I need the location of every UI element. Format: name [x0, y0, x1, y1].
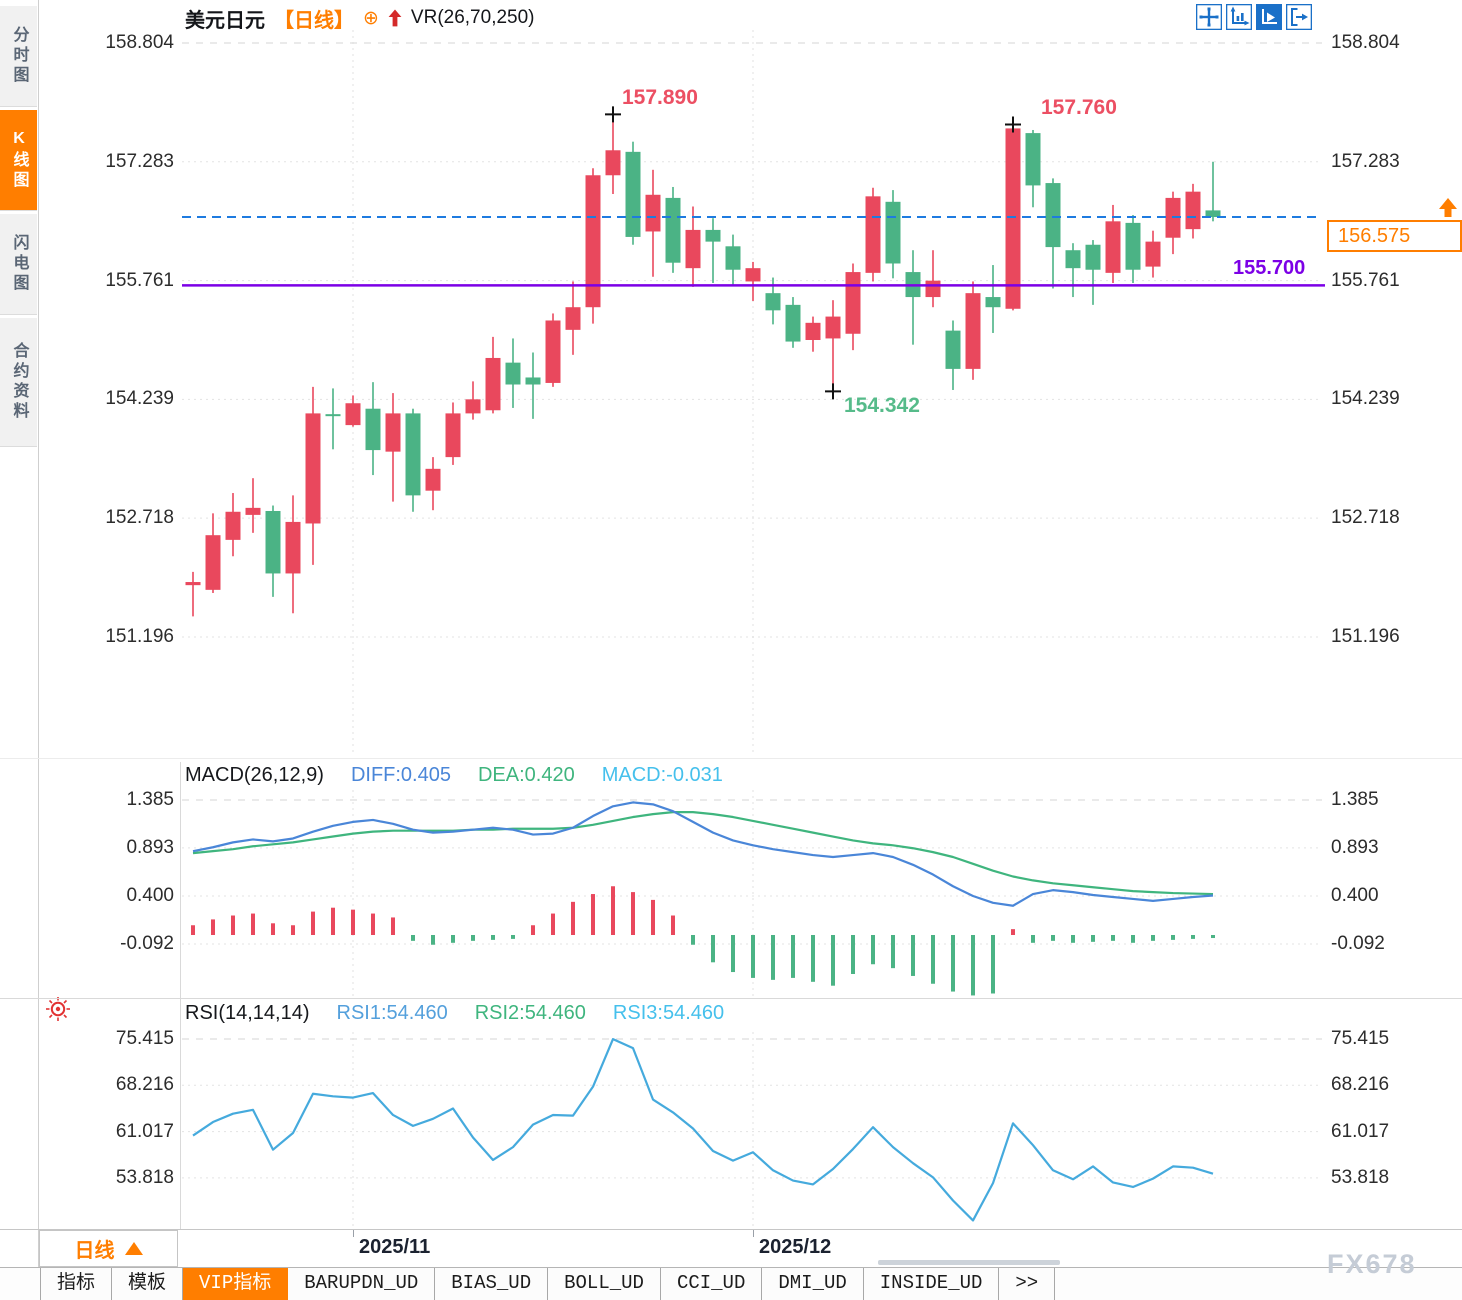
bottom-tab-5[interactable]: BIAS_UD	[435, 1268, 549, 1300]
price-axis-label-left: 53.818	[115, 1166, 174, 1188]
bottom-tab-4[interactable]: BARUPDN_UD	[288, 1268, 436, 1300]
rsi3-value: RSI3:54.460	[612, 1002, 725, 1024]
red-up-arrow-icon	[388, 9, 402, 27]
chart-toolbar	[1196, 4, 1312, 30]
rsi-header: RSI(14,14,14) RSI1:54.460 RSI2:54.460 RS…	[185, 1002, 724, 1025]
bottom-tab-2[interactable]: 模板	[112, 1268, 184, 1300]
bottom-tab-1[interactable]: 指标	[40, 1268, 113, 1300]
rsi1-value: RSI1:54.460	[336, 1002, 448, 1024]
price-axis-label-right: 0.893	[1331, 836, 1379, 858]
axis-play-icon[interactable]	[1256, 4, 1282, 30]
price-axis-label-right: 53.818	[1331, 1166, 1390, 1188]
pan-crosshair-icon[interactable]	[1196, 4, 1222, 30]
symbol-title: 美元日元	[185, 9, 265, 32]
circle-plus-icon[interactable]: ⊕	[363, 7, 379, 29]
sidebar-border	[38, 1230, 39, 1300]
price-axis-label-left: 154.239	[105, 388, 174, 410]
price-axis-label-right: 151.196	[1331, 626, 1400, 647]
low-annotation: 154.342	[844, 394, 920, 417]
price-axis-label-left: 151.196	[105, 626, 174, 647]
panel-separator	[0, 758, 1462, 759]
sun-marker-icon[interactable]	[44, 995, 72, 1023]
price-axis-label-left: 68.216	[115, 1074, 174, 1096]
price-axis-label-right: 0.400	[1331, 885, 1379, 906]
price-axis-label-left: 155.761	[105, 269, 174, 291]
price-axis-label-right: 68.216	[1331, 1074, 1390, 1096]
price-axis-label-right: 155.761	[1331, 269, 1400, 291]
date-axis-label: 2025/11	[359, 1236, 431, 1258]
high-annotation-1: 157.890	[622, 86, 698, 109]
chart-header: 美元日元 【日线】 ⊕ VR(26,70,250)	[185, 4, 535, 32]
price-axis-label-right: 157.283	[1331, 150, 1400, 172]
triangle-up-icon	[124, 1242, 143, 1255]
price-axis-label-right: 158.804	[1331, 32, 1400, 53]
sidebar-tab-3[interactable]: 闪电图	[0, 214, 37, 315]
price-axis-label-right: 154.239	[1331, 388, 1400, 410]
panel-separator	[0, 998, 1462, 999]
indicator-tabbar: 指标 模板 VIP指标 BARUPDN_UD BIAS_UD BOLL_UD CCI_UD D…	[0, 1267, 1462, 1300]
rsi2-value: RSI2:54.460	[474, 1002, 586, 1024]
horizontal-scrollbar-thumb[interactable]	[878, 1260, 1060, 1265]
indicator-label: VR(26,70,250)	[410, 7, 535, 28]
bottom-tab-9[interactable]: INSIDE_UD	[863, 1268, 1000, 1300]
exit-chart-icon[interactable]	[1286, 4, 1312, 30]
macd-header: MACD(26,12,9) DIFF:0.405 DEA:0.420 MACD:…	[185, 764, 723, 787]
date-axis-tick	[753, 1230, 754, 1237]
rsi-title: RSI(14,14,14)	[185, 1002, 310, 1024]
price-axis-label-left: 158.804	[105, 32, 174, 53]
price-axis-label-left: 75.415	[115, 1028, 174, 1049]
macd-dea-value: DEA:0.420	[477, 764, 575, 786]
price-axis-label-right: 152.718	[1331, 507, 1400, 529]
price-axis-label-right: 1.385	[1331, 788, 1379, 810]
price-up-arrow-icon	[1439, 198, 1457, 217]
sidebar-tab-2[interactable]: K线图	[0, 110, 37, 211]
watermark: FX678	[1327, 1249, 1417, 1279]
bottom-tab-8[interactable]: DMI_UD	[762, 1268, 864, 1300]
last-price-badge: 156.575	[1327, 220, 1462, 252]
panel-separator	[0, 1229, 1462, 1230]
price-axis-label-right: 75.415	[1331, 1028, 1390, 1049]
left-sidebar: 分时图 K线图 闪电图 合约资料	[0, 0, 39, 1230]
bottom-tab-3[interactable]: VIP指标	[183, 1268, 289, 1300]
macd-title: MACD(26,12,9)	[185, 764, 324, 786]
bottom-tab-10[interactable]: >>	[999, 1268, 1056, 1300]
macd-macd-value: MACD:-0.031	[601, 764, 723, 786]
price-axis-label-left: 0.893	[126, 836, 174, 858]
bottom-tab-7[interactable]: CCI_UD	[660, 1268, 763, 1300]
price-axis-label-left: 0.400	[126, 885, 174, 906]
bottom-tab-6[interactable]: BOLL_UD	[548, 1268, 661, 1300]
price-axis-label-right: -0.092	[1331, 932, 1385, 954]
price-axis-label-left: 157.283	[105, 150, 174, 172]
price-axis-label-left: 152.718	[105, 507, 174, 529]
date-axis-label: 2025/12	[759, 1236, 832, 1258]
price-axis-label-right: 61.017	[1331, 1120, 1390, 1142]
period-selector-label: 日线	[74, 1240, 115, 1262]
date-axis-tick	[353, 1230, 354, 1237]
high-annotation-2: 157.760	[1041, 96, 1117, 119]
price-axis-label-left: 1.385	[126, 788, 174, 810]
horizontal-line-label: 155.700	[1233, 257, 1306, 279]
period-tag: 【日线】	[274, 9, 354, 32]
axis-zoom-icon[interactable]	[1226, 4, 1252, 30]
sidebar-tab-1[interactable]: 分时图	[0, 6, 37, 107]
macd-diff-value: DIFF:0.405	[350, 764, 451, 786]
axis-border	[180, 762, 181, 1229]
price-axis-label-left: -0.092	[120, 932, 174, 954]
sidebar-tab-4[interactable]: 合约资料	[0, 318, 37, 447]
price-axis-label-left: 61.017	[115, 1120, 174, 1142]
period-selector[interactable]: 日线	[39, 1230, 178, 1267]
